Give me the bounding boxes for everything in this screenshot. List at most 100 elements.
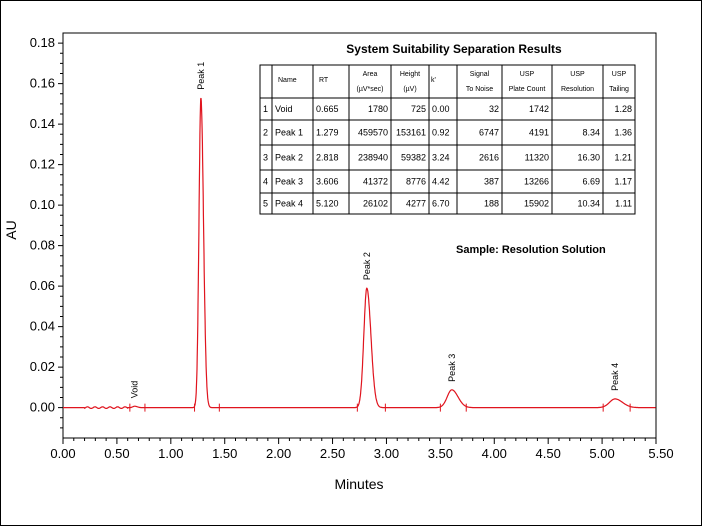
table-cell: Peak 3 (275, 177, 303, 187)
table-cell: 725 (411, 104, 426, 114)
table-cell: 59382 (401, 153, 426, 163)
x-tick-label: 0.00 (50, 446, 75, 461)
table-cell: Peak 2 (275, 153, 303, 163)
peak-labels: Void Peak 1 Peak 2 Peak 3 Peak 4 (130, 62, 620, 398)
table-cell: 13266 (524, 177, 549, 187)
integration-marks (129, 403, 631, 412)
table-cell: 10.34 (577, 199, 600, 209)
table-cell: 4277 (406, 199, 426, 209)
peak-label: Void (130, 381, 140, 399)
table-cell: 1.21 (614, 153, 632, 163)
y-tick-label: 0.10 (30, 197, 55, 212)
x-axis: 0.00 0.50 1.00 1.50 2.00 2.50 3.00 3.50 4.00 4.50… (50, 438, 674, 461)
y-tick-label: 0.18 (30, 35, 55, 50)
x-tick-label: 3.00 (374, 446, 399, 461)
table-cell: 5.120 (316, 199, 339, 209)
table-cell: 1.279 (316, 128, 339, 138)
y-tick-label: 0.12 (30, 157, 55, 172)
table-cell: 4.42 (432, 177, 450, 187)
x-tick-label: 0.50 (104, 446, 129, 461)
table-cell: 5 (263, 199, 268, 209)
table-header: Area (363, 71, 378, 78)
x-tick-label: 5.00 (589, 446, 614, 461)
table-cell: 6.70 (432, 199, 450, 209)
table-cell: 3.606 (316, 177, 339, 187)
y-axis-title: AU (3, 220, 19, 239)
table-header: RT (319, 77, 329, 84)
y-tick-label: 0.16 (30, 76, 55, 91)
table-header: Plate Count (509, 86, 546, 93)
table-cell: Peak 1 (275, 128, 303, 138)
table-cell: 2.818 (316, 153, 339, 163)
x-tick-label: 4.50 (536, 446, 561, 461)
table-cell: 8776 (406, 177, 426, 187)
y-tick-label: 0.00 (30, 400, 55, 415)
y-tick-label: 0.04 (30, 319, 55, 334)
x-tick-label: 3.50 (428, 446, 453, 461)
table-cell: 3 (263, 153, 268, 163)
x-tick-label: 2.50 (320, 446, 345, 461)
table-cell: 4191 (529, 128, 549, 138)
table-cell: 1.36 (614, 128, 632, 138)
table-cell: 1.17 (614, 177, 632, 187)
table-header: USP (570, 71, 585, 78)
table-cell: 32 (489, 104, 499, 114)
table-cell: 1 (263, 104, 268, 114)
table-cell: 0.665 (316, 104, 339, 114)
table-header: To Noise (466, 86, 493, 93)
table-cell: 3.24 (432, 153, 450, 163)
table-cell: 188 (484, 199, 499, 209)
y-tick-label: 0.14 (30, 116, 55, 131)
y-tick-label: 0.02 (30, 359, 55, 374)
table-cell: 8.34 (582, 128, 600, 138)
table-cell: 1780 (368, 104, 388, 114)
table-cell: 153161 (396, 128, 426, 138)
table-cell: 387 (484, 177, 499, 187)
chromatogram-trace (63, 97, 656, 410)
x-tick-label: 2.00 (266, 446, 291, 461)
table-header: Resolution (561, 86, 594, 93)
y-tick-label: 0.08 (30, 238, 55, 253)
table-header: USP (612, 71, 627, 78)
table-cell: Peak 4 (275, 199, 303, 209)
table-cell: 6.69 (582, 177, 600, 187)
table-header: (µV) (403, 86, 416, 93)
table-border (259, 64, 636, 215)
peak-label: Peak 4 (610, 363, 620, 391)
table-cell: 0.00 (432, 104, 450, 114)
table-cell: 6747 (479, 128, 499, 138)
table-cell: 238940 (358, 153, 388, 163)
table-header: k' (431, 77, 436, 84)
table-cell: 4 (263, 177, 268, 187)
table-cell: 15902 (524, 199, 549, 209)
table-cell: 2616 (479, 153, 499, 163)
table-cell: 16.30 (577, 153, 600, 163)
table-cell: 1.28 (614, 104, 632, 114)
peak-label: Peak 1 (196, 62, 206, 90)
table-header: Signal (470, 71, 490, 78)
peak-label: Peak 2 (362, 252, 372, 280)
table-cell: Void (275, 104, 293, 114)
table-cell: 26102 (363, 199, 388, 209)
table-header: Height (400, 71, 420, 78)
table-cell: 41372 (363, 177, 388, 187)
x-tick-label: 4.00 (482, 446, 507, 461)
y-tick-label: 0.06 (30, 278, 55, 293)
x-tick-label: 1.00 (158, 446, 183, 461)
table-cell: 1.11 (615, 199, 632, 209)
table-title: System Suitability Separation Results (346, 42, 562, 56)
table-header: USP (520, 71, 535, 78)
y-axis: 0.00 0.02 0.04 0.06 0.08 0.10 0.12 0.14 0.16 0.18 (30, 35, 63, 429)
results-table: System Suitability Separation Results Nam… (259, 42, 636, 215)
peak-label: Peak 3 (447, 354, 457, 382)
table-cell: 459570 (358, 128, 388, 138)
table-header: Tailing (609, 86, 629, 93)
table-header: (µV*sec) (357, 86, 384, 93)
x-tick-label: 1.50 (212, 446, 237, 461)
x-tick-label: 5.50 (648, 446, 673, 461)
table-cell: 0.92 (432, 128, 450, 138)
table-cell: 11320 (525, 153, 549, 163)
table-cell: 1742 (529, 104, 549, 114)
table-header: Name (278, 77, 297, 84)
